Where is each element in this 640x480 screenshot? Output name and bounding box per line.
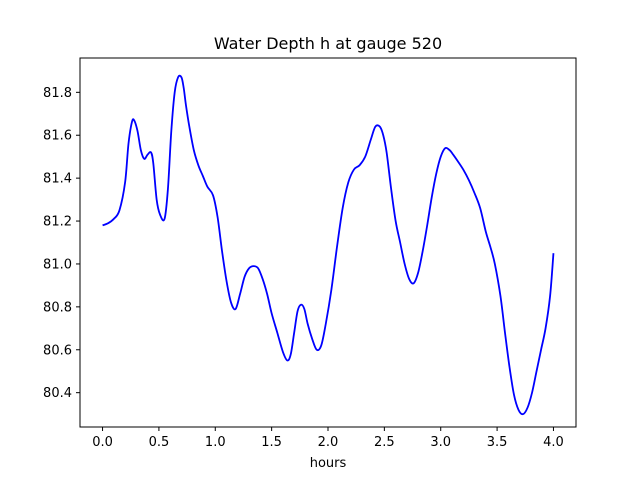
series-line-0 — [102, 74, 555, 416]
y-tick-label: 81.8 — [43, 86, 72, 101]
x-tick-label: 3.0 — [430, 435, 451, 450]
x-tick-label: 2.5 — [374, 435, 395, 450]
y-tick-label: 81.0 — [43, 257, 72, 272]
y-tick-label: 80.8 — [43, 300, 72, 315]
x-tick-label: 3.5 — [487, 435, 508, 450]
x-tick-label: 1.0 — [205, 435, 226, 450]
x-tick-label: 0.0 — [92, 435, 113, 450]
x-axis-label: hours — [310, 456, 347, 471]
y-tick-label: 81.4 — [43, 172, 72, 187]
chart-title: Water Depth h at gauge 520 — [214, 34, 442, 53]
x-tick-label: 1.5 — [261, 435, 282, 450]
y-tick-label: 80.6 — [43, 343, 72, 358]
x-axis: 0.0 0.5 1.0 1.5 2.0 2.5 3.0 3.5 4.0 — [92, 427, 564, 450]
plot-area — [102, 74, 555, 416]
y-tick-label: 81.2 — [43, 215, 72, 230]
plot-frame — [79, 57, 577, 428]
x-tick-label: 0.5 — [149, 435, 170, 450]
y-tick-label: 81.6 — [43, 129, 72, 144]
y-tick-label: 80.4 — [43, 386, 72, 401]
x-tick-label: 4.0 — [543, 435, 564, 450]
y-axis: 80.4 80.6 80.8 81.0 81.2 81.4 81.6 81.8 — [43, 86, 80, 401]
x-tick-label: 2.0 — [318, 435, 339, 450]
